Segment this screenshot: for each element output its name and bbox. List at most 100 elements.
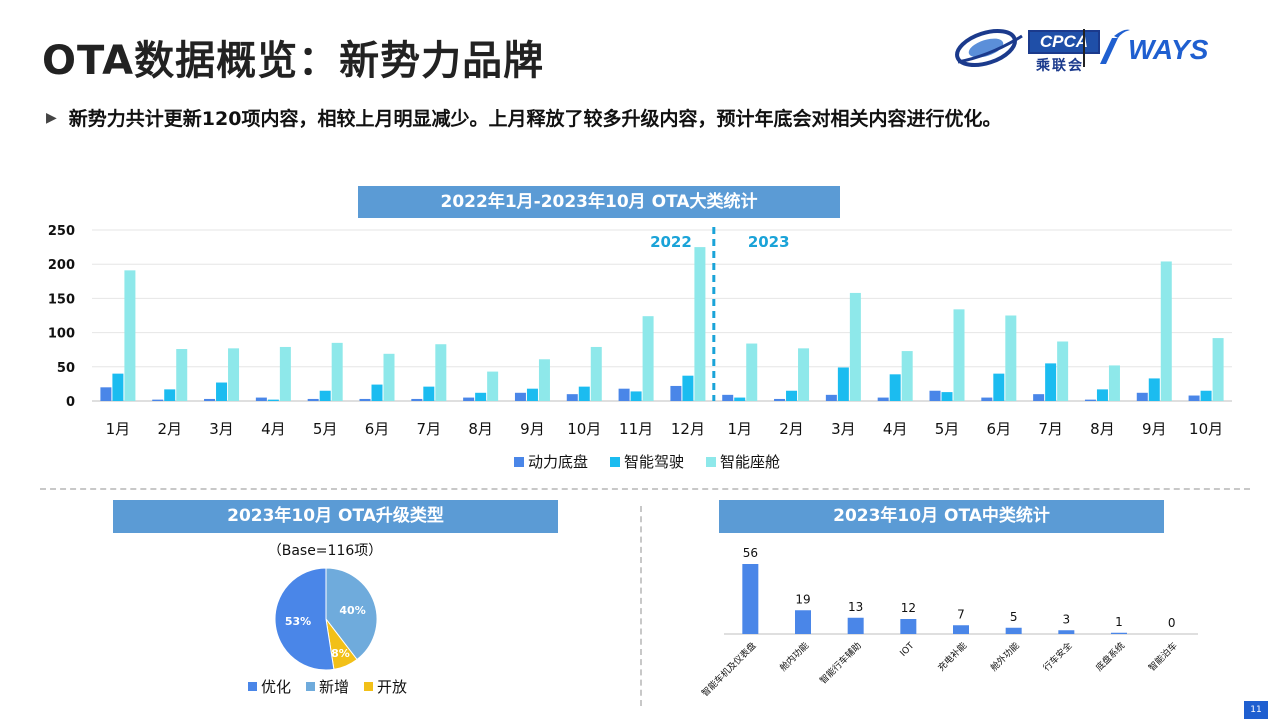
year-label-2022: 2022 — [650, 233, 692, 251]
sub-category-label: IOT — [899, 641, 917, 659]
x-tick-label: 10月 — [567, 420, 601, 438]
pie-subtitle: （Base=116项） — [268, 543, 383, 559]
bullet-triangle-icon: ▶ — [46, 109, 57, 126]
sub-category-label: 底盘系统 — [1093, 640, 1127, 674]
x-tick-label: 2月 — [157, 420, 182, 438]
bar-power — [1136, 392, 1148, 401]
bar-cabin — [487, 371, 499, 401]
pie-legend-swatch — [306, 682, 315, 691]
pie-legend-label: 新增 — [319, 678, 349, 696]
cpca-emblem-icon — [955, 28, 1023, 68]
bar-adas — [1096, 389, 1108, 401]
bar-adas — [423, 386, 435, 401]
subcategory-bar-chart: 56 智能车机及仪表盘 19 舱内功能 13 智能行车辅助 12 IOT 7 充电补能 5 舱外功能 3… — [699, 546, 1198, 699]
section-divider-vertical — [640, 506, 642, 706]
sub-bar-value: 1 — [1115, 615, 1123, 629]
sub-category-label: 充电补能 — [935, 640, 969, 674]
sub-bar — [1111, 632, 1127, 634]
bar-adas — [993, 373, 1005, 401]
bar-cabin — [1212, 338, 1224, 401]
x-tick-label: 6月 — [987, 420, 1012, 438]
page-title: OTA数据概览：新势力品牌 — [42, 38, 545, 84]
bar-adas — [682, 375, 694, 401]
ways-swoosh-icon — [1100, 29, 1130, 64]
ways-logo: WAYS — [1128, 34, 1209, 65]
page-number: 11 — [1244, 701, 1268, 719]
pie-chart: （Base=116项） 40% 8% 53% 优化 新增 开放 — [248, 543, 407, 696]
x-tick-label: 5月 — [935, 420, 960, 438]
bar-adas — [371, 384, 383, 401]
bar-cabin — [1005, 315, 1017, 401]
x-tick-label: 4月 — [883, 420, 908, 438]
bar-power — [255, 397, 267, 401]
sub-bar — [953, 625, 969, 634]
x-tick-label: 3月 — [209, 420, 234, 438]
bar-adas — [1200, 390, 1212, 401]
sub-category-label: 智能泊车 — [1146, 640, 1180, 674]
bar-cabin — [279, 346, 291, 401]
bar-power — [825, 394, 837, 401]
pie-slice — [325, 567, 378, 661]
sub-bar-value: 19 — [795, 592, 810, 606]
sub-category-label: 智能行车辅助 — [817, 640, 864, 687]
bar-power — [411, 398, 423, 401]
bar-power — [877, 397, 889, 401]
logo-separator — [1083, 29, 1085, 67]
sub-category-label: 行车安全 — [1041, 640, 1075, 674]
y-tick-label: 50 — [57, 361, 75, 376]
main-bar-chart: 0 50 100 150 200 250 1月 2月 3月 4月 5月 6月 7月 8月 9月 10月 11月 1… — [48, 224, 1232, 471]
pie-chart-title: 2023年10月 OTA升级类型 — [113, 500, 558, 533]
pie-legend-swatch — [364, 682, 373, 691]
summary-bullet: ▶ 新势力共计更新120项内容，相较上月明显减少。上月释放了较多升级内容，预计年… — [46, 104, 1001, 131]
x-tick-label: 8月 — [468, 420, 493, 438]
bar-cabin — [538, 359, 550, 401]
sub-bar — [900, 619, 917, 634]
bar-adas — [837, 367, 849, 401]
y-tick-label: 100 — [48, 327, 75, 342]
x-tick-label: 10月 — [1189, 420, 1223, 438]
pie-slice — [274, 567, 335, 671]
bar-power — [670, 385, 682, 401]
bar-adas — [630, 391, 642, 401]
bar-cabin — [1108, 365, 1120, 401]
bar-cabin — [124, 270, 136, 401]
x-tick-label: 9月 — [1142, 420, 1167, 438]
pie-value-label: 53% — [285, 615, 311, 628]
bar-cabin — [176, 349, 188, 401]
bar-cabin — [331, 342, 343, 401]
sub-bar — [795, 610, 811, 634]
bar-adas — [475, 392, 487, 401]
sub-category-label: 舱内功能 — [777, 640, 811, 674]
bar-cabin — [953, 309, 965, 401]
x-tick-label: 4月 — [261, 420, 286, 438]
bar-cabin — [1160, 261, 1172, 401]
bar-adas — [1045, 363, 1057, 401]
bar-power — [1084, 399, 1096, 401]
x-tick-label: 9月 — [520, 420, 545, 438]
bar-power — [359, 398, 371, 401]
bar-adas — [1148, 378, 1160, 401]
bar-power — [152, 399, 164, 401]
pie-legend-swatch — [248, 682, 257, 691]
bar-adas — [578, 386, 590, 401]
legend-swatch — [514, 457, 524, 467]
bar-cabin — [435, 344, 447, 401]
section-divider-horizontal — [40, 488, 1250, 490]
main-chart-title: 2022年1月-2023年10月 OTA大类统计 — [358, 186, 840, 218]
bar-cabin — [798, 348, 810, 401]
subcategory-chart-title: 2023年10月 OTA中类统计 — [719, 500, 1164, 533]
cpca-logo: CPCA — [1028, 30, 1100, 54]
bar-adas — [112, 373, 124, 401]
bar-power — [1188, 395, 1200, 401]
legend-label: 智能驾驶 — [624, 453, 684, 471]
legend-label: 智能座舱 — [720, 453, 780, 471]
pie-legend-label: 开放 — [377, 678, 407, 696]
x-tick-label: 6月 — [365, 420, 390, 438]
x-tick-label: 8月 — [1090, 420, 1115, 438]
bar-adas — [786, 390, 798, 401]
sub-bar-value: 5 — [1010, 610, 1018, 624]
bar-adas — [734, 397, 746, 401]
legend-swatch — [610, 457, 620, 467]
bar-power — [566, 394, 578, 401]
summary-text: 新势力共计更新120项内容，相较上月明显减少。上月释放了较多升级内容，预计年底会… — [68, 108, 1002, 130]
